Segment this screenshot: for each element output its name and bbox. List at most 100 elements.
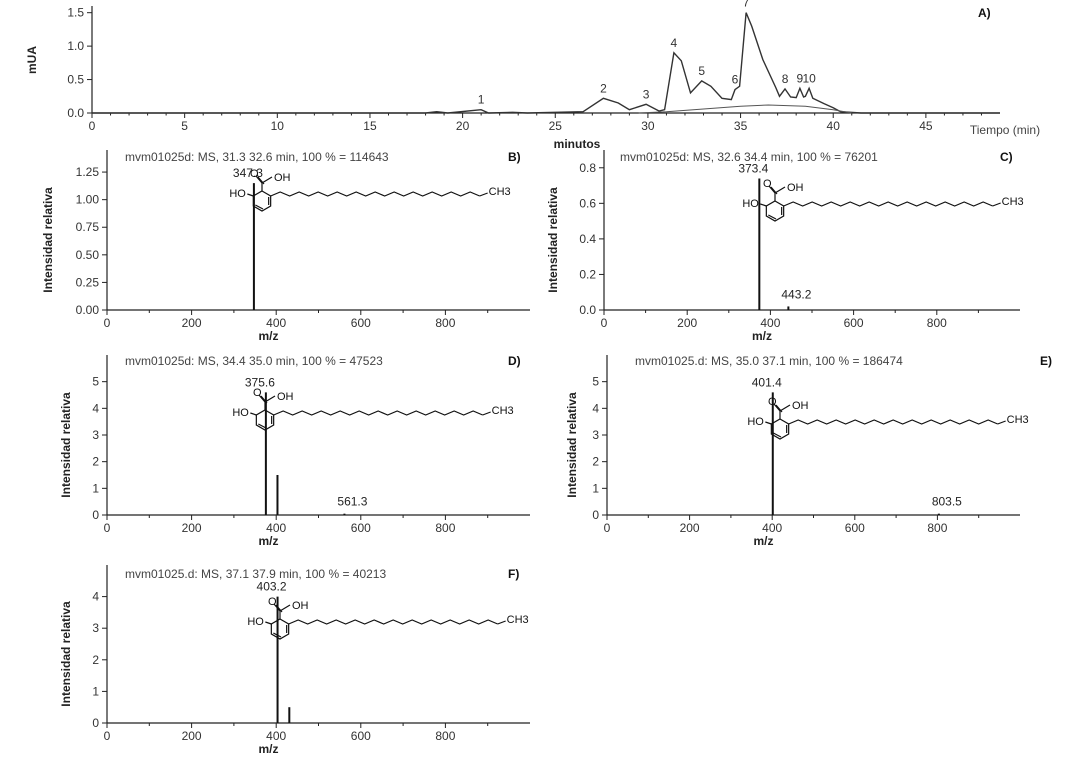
x-tick-label: 20 xyxy=(456,119,470,133)
terminal-bond xyxy=(497,620,506,625)
x-tick-label: 400 xyxy=(266,521,286,535)
ms-peak-label: 561.3 xyxy=(337,495,367,509)
phenol-bond xyxy=(265,621,272,625)
benzene-ring xyxy=(270,618,290,640)
peak-label: 10 xyxy=(802,71,816,85)
y-tick-label: 1.00 xyxy=(76,193,100,207)
x-axis-title: m/z xyxy=(258,742,278,756)
y-axis-title: Intensidad relativa xyxy=(546,187,560,293)
phenol-bond xyxy=(765,421,772,425)
chemical-structure: O OH HO CH3 xyxy=(229,168,511,212)
phenol-ho: HO xyxy=(247,616,264,628)
y-tick-label: 0 xyxy=(92,716,99,730)
panel-label: C) xyxy=(1000,150,1013,164)
x-axis-unit-label: Tiempo (min) xyxy=(970,123,1040,137)
x-tick-label: 400 xyxy=(266,729,286,743)
panel-b: 0 200 400 600 800 0.00 0.25 0.50 0.75 1.00 1.25 347… xyxy=(41,150,530,343)
carboxyl-oh: OH xyxy=(792,400,809,412)
phenol-ho: HO xyxy=(742,198,759,210)
y-axis-title: mUA xyxy=(25,46,39,74)
x-tick-label: 45 xyxy=(919,119,933,133)
peak-label: 4 xyxy=(671,36,678,50)
panel-e: 0 200 400 600 800 0 1 2 3 4 5 401.4 803.5 mvm01025.d:… xyxy=(565,354,1052,548)
x-axis-title: m/z xyxy=(753,534,773,548)
carbonyl-bond xyxy=(255,175,263,184)
carbonyl-oxygen: O xyxy=(768,396,777,408)
y-tick-label: 0.75 xyxy=(76,220,100,234)
y-tick-label: 1.25 xyxy=(76,165,100,179)
chemical-structure: O OH HO CH3 xyxy=(247,596,529,640)
x-axis-title: m/z xyxy=(752,329,772,343)
x-tick-label: 0 xyxy=(104,316,111,330)
y-tick-label: 3 xyxy=(592,428,599,442)
x-tick-label: 600 xyxy=(844,316,864,330)
y-axis-title: Intensidad relativa xyxy=(59,392,73,498)
y-axis-title: Intensidad relativa xyxy=(41,187,55,293)
terminal-bond xyxy=(997,420,1006,425)
x-tick-label: 600 xyxy=(351,729,371,743)
carboxyl-oh: OH xyxy=(292,600,309,612)
x-tick-label: 5 xyxy=(181,119,188,133)
panel-label: A) xyxy=(978,6,991,20)
carbonyl-oxygen: O xyxy=(253,387,262,399)
x-tick-label: 10 xyxy=(271,119,285,133)
x-tick-label: 35 xyxy=(734,119,748,133)
y-tick-label: 5 xyxy=(92,375,99,389)
alkyl-chain xyxy=(270,191,480,197)
panel-d: 0 200 400 600 800 0 1 2 3 4 5 375.6 561.3 mvm01025d: … xyxy=(59,354,530,548)
ms-peak-label: 373.4 xyxy=(738,161,768,175)
methyl-group: CH3 xyxy=(507,614,529,626)
y-tick-label: 0.00 xyxy=(76,303,100,317)
terminal-bond xyxy=(479,192,488,197)
y-tick-label: 0.0 xyxy=(579,303,596,317)
x-tick-label: 0 xyxy=(604,521,611,535)
ms-peak-label: 375.6 xyxy=(245,375,275,389)
spectrum-header: mvm01025.d: MS, 35.0 37.1 min, 100 % = 1… xyxy=(635,354,903,368)
ms-peak-label: 403.2 xyxy=(257,580,287,594)
x-tick-label: 400 xyxy=(266,316,286,330)
carboxyl-oh: OH xyxy=(274,172,291,184)
x-tick-label: 25 xyxy=(549,119,563,133)
ring-double-bond xyxy=(258,423,267,429)
panel-label: E) xyxy=(1040,354,1052,368)
x-tick-label: 0 xyxy=(89,119,96,133)
x-tick-label: 30 xyxy=(641,119,655,133)
hydroxyl-bond xyxy=(774,186,786,194)
y-tick-label: 0.0 xyxy=(67,106,84,120)
alkyl-chain xyxy=(783,201,993,207)
y-tick-label: 2 xyxy=(592,455,599,469)
spectrum-header: mvm01025d: MS, 34.4 35.0 min, 100 % = 47… xyxy=(125,354,383,368)
carbonyl-oxygen: O xyxy=(763,178,772,190)
ring-double-bond xyxy=(255,204,264,210)
x-axis-title: m/z xyxy=(258,534,278,548)
y-tick-label: 1.0 xyxy=(67,39,84,53)
y-tick-label: 1 xyxy=(592,481,599,495)
y-axis-title: Intensidad relativa xyxy=(565,392,579,498)
terminal-bond xyxy=(992,202,1001,207)
carbonyl-bond xyxy=(768,185,776,194)
y-tick-label: 1.5 xyxy=(67,6,84,20)
panel-label: B) xyxy=(508,150,521,164)
phenol-bond xyxy=(760,203,767,207)
carbonyl-bond xyxy=(773,403,781,412)
y-axis-title: Intensidad relativa xyxy=(59,601,73,707)
y-tick-label: 0 xyxy=(592,508,599,522)
methyl-group: CH3 xyxy=(1002,196,1024,208)
x-tick-label: 200 xyxy=(182,521,202,535)
y-tick-label: 0.5 xyxy=(67,73,84,87)
y-tick-label: 0.6 xyxy=(579,196,596,210)
panel-c: 0 200 400 600 800 0.0 0.2 0.4 0.6 0.8 373.4 443.2 mv… xyxy=(546,150,1024,343)
carbonyl-bond xyxy=(258,394,266,403)
phenol-bond xyxy=(250,412,257,416)
methyl-group: CH3 xyxy=(489,186,511,198)
peak-label: 7 xyxy=(743,0,750,10)
x-tick-label: 800 xyxy=(927,521,947,535)
ring-double-bond xyxy=(273,632,282,638)
ms-peak-label: 347.3 xyxy=(233,166,263,180)
chemical-structure: O OH HO CH3 xyxy=(232,387,514,431)
y-tick-label: 3 xyxy=(92,621,99,635)
y-tick-label: 2 xyxy=(92,455,99,469)
carbonyl-oxygen: O xyxy=(250,168,259,180)
